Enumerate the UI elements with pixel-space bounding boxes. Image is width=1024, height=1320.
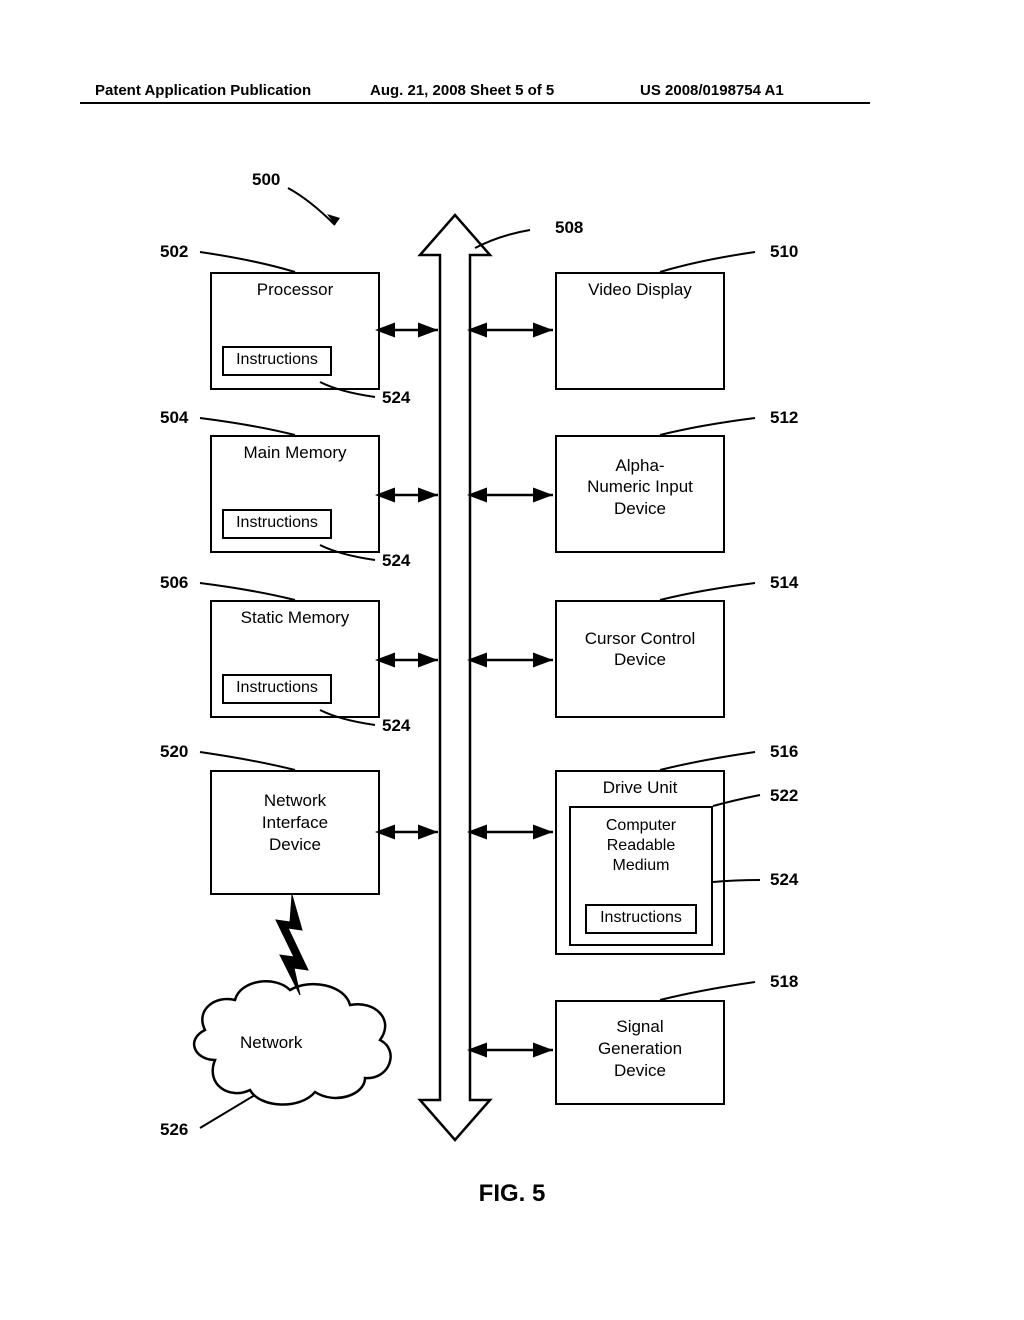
processor-title: Processor [212,274,378,300]
processor-box: Processor Instructions [210,272,380,390]
main-memory-title: Main Memory [212,437,378,463]
signal-generation-box: Signal Generation Device [555,1000,725,1105]
ref-524-staticmem: 524 [382,716,410,736]
ref-524-mainmem: 524 [382,551,410,571]
ref-518: 518 [770,972,798,992]
cursor-control-title: Cursor Control Device [557,602,723,671]
network-cloud-label: Network [240,1033,302,1053]
main-memory-instructions: Instructions [222,509,332,539]
drive-instructions: Instructions [585,904,697,934]
ref-524-drive: 524 [770,870,798,890]
cursor-control-box: Cursor Control Device [555,600,725,718]
ref-502: 502 [160,242,188,262]
ref-526: 526 [160,1120,188,1140]
alpha-numeric-box: Alpha- Numeric Input Device [555,435,725,553]
drive-unit-box: Drive Unit Computer Readable Medium Inst… [555,770,725,955]
ref-512: 512 [770,408,798,428]
ref-514: 514 [770,573,798,593]
ref-504: 504 [160,408,188,428]
main-memory-box: Main Memory Instructions [210,435,380,553]
figure-diagram: Processor Instructions Main Memory Instr… [0,0,1024,1320]
drive-unit-title: Drive Unit [557,772,723,798]
static-memory-instructions: Instructions [222,674,332,704]
ref-520: 520 [160,742,188,762]
ref-500: 500 [252,170,280,190]
static-memory-title: Static Memory [212,602,378,628]
static-memory-box: Static Memory Instructions [210,600,380,718]
processor-instructions: Instructions [222,346,332,376]
signal-generation-title: Signal Generation Device [557,1002,723,1082]
computer-readable-medium: Computer Readable Medium Instructions [569,806,713,946]
ref-506: 506 [160,573,188,593]
ref-510: 510 [770,242,798,262]
ref-522: 522 [770,786,798,806]
figure-caption: FIG. 5 [0,1180,1024,1208]
video-display-title: Video Display [557,274,723,300]
network-interface-title: Network Interface Device [212,772,378,856]
video-display-box: Video Display [555,272,725,390]
ref-524-processor: 524 [382,388,410,408]
bus-arrow [0,0,1024,1320]
network-interface-box: Network Interface Device [210,770,380,895]
medium-title: Computer Readable Medium [571,810,711,876]
ref-508: 508 [555,218,583,238]
ref-516: 516 [770,742,798,762]
alpha-numeric-title: Alpha- Numeric Input Device [557,437,723,519]
